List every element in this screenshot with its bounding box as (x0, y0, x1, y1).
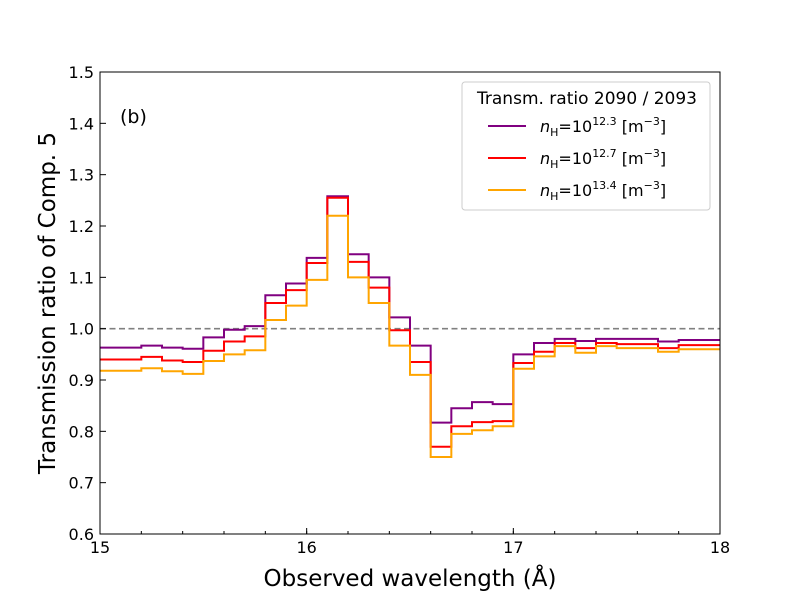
y-axis: 0.6 0.7 0.8 0.9 1.0 1.1 1.2 1.3 1.4 1.5 (69, 63, 106, 544)
y-tick-label: 1.5 (69, 63, 94, 82)
y-tick-label: 1.2 (69, 217, 94, 236)
series-line-3 (100, 214, 720, 458)
x-tick-label: 16 (296, 538, 316, 557)
x-tick-label: 18 (710, 538, 730, 557)
x-axis: 15 16 17 18 (90, 528, 730, 557)
series-line-2 (100, 196, 720, 448)
y-tick-label: 0.6 (69, 525, 94, 544)
y-axis-label: Transmission ratio of Comp. 5 (35, 132, 61, 475)
legend: Transm. ratio 2090 / 2093 nH=1012.3 [m−3… (461, 81, 711, 211)
legend-label-1: nH=1012.3 [m−3] (540, 115, 666, 139)
axes-border (99, 71, 721, 535)
panel-label: (b) (120, 106, 147, 128)
plot-area (100, 195, 720, 458)
y-tick-label: 1.4 (69, 114, 94, 133)
y-tick-label: 0.7 (69, 474, 94, 493)
y-tick-label: 1.3 (69, 166, 94, 185)
series-line-1 (100, 195, 720, 424)
x-tick-label: 17 (503, 538, 523, 557)
y-tick-label: 0.8 (69, 422, 94, 441)
y-tick-label: 0.9 (69, 371, 94, 390)
legend-title: Transm. ratio 2090 / 2093 (476, 89, 697, 109)
x-axis-label: Observed wavelength (Å) (264, 564, 557, 592)
axes-frame (99, 71, 721, 535)
legend-label-3: nH=1013.4 [m−3] (540, 179, 666, 203)
y-tick-label: 1.1 (69, 268, 94, 287)
x-tick-label: 15 (90, 538, 110, 557)
y-tick-label: 1.0 (69, 320, 94, 339)
legend-frame (461, 81, 711, 211)
legend-label-2: nH=1012.7 [m−3] (540, 147, 666, 171)
